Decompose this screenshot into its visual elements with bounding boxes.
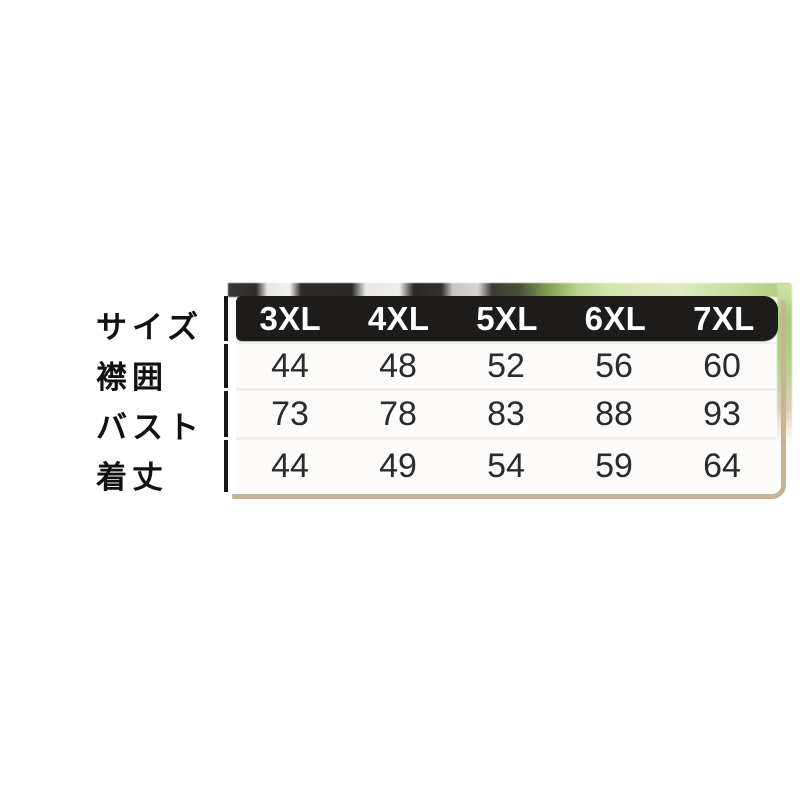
table-left-border-segment [224, 440, 228, 492]
measurement-cell: 52 [487, 346, 525, 385]
measurement-cell: 56 [595, 346, 633, 385]
size-column-header: 7XL [693, 299, 755, 337]
measurement-cell: 83 [487, 394, 525, 433]
measurement-cell: 60 [703, 346, 741, 385]
corner-label-size: サイズ [96, 310, 203, 345]
size-column-header: 4XL [367, 299, 430, 337]
measurement-cell: 93 [703, 394, 741, 433]
measurement-cell: 59 [595, 446, 633, 485]
table-row-length: 44 49 54 59 64 [236, 440, 776, 492]
table-left-border-segment [224, 391, 228, 437]
table-row-bust: 73 78 83 88 93 [236, 391, 776, 437]
table-left-border-segment [224, 296, 228, 341]
measurement-cell: 48 [379, 346, 417, 385]
size-column-header: 5XL [476, 299, 538, 337]
measurement-cell: 88 [595, 394, 633, 433]
measurement-cell: 44 [271, 346, 309, 385]
measurement-cell: 73 [271, 394, 309, 433]
row-label-collar: 襟囲 [96, 360, 168, 395]
measurement-cell: 78 [379, 394, 417, 433]
size-column-header: 6XL [584, 299, 647, 337]
row-label-length: 着丈 [96, 460, 168, 495]
photo-background-strip [228, 283, 790, 297]
table-row-collar: 44 48 52 56 60 [236, 344, 776, 388]
measurement-cell: 49 [379, 446, 417, 485]
table-frame-border [232, 300, 786, 499]
table-left-border-segment [224, 344, 228, 388]
size-column-header: 3XL [259, 299, 321, 337]
row-label-bust: バスト [96, 410, 204, 445]
measurement-cell: 64 [703, 446, 741, 485]
measurement-cell: 44 [271, 446, 309, 485]
size-header-row: 3XL 4XL 5XL 6XL 7XL [236, 296, 778, 341]
measurement-cell: 54 [487, 446, 525, 485]
